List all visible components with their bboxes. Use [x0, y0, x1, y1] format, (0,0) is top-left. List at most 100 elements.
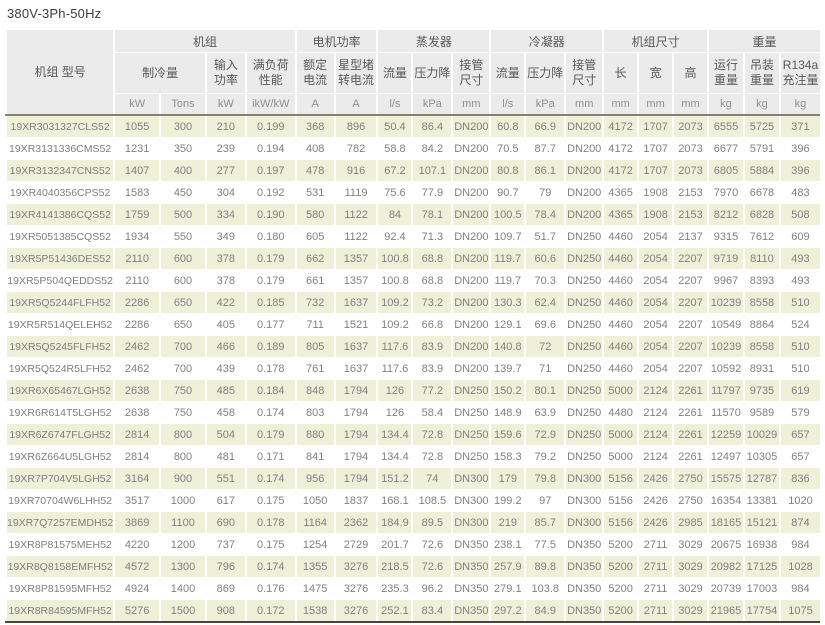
- value-cell: 10549: [707, 313, 744, 336]
- value-cell: DN250: [564, 225, 604, 248]
- value-cell: 2124: [637, 423, 674, 446]
- value-cell: 1837: [333, 489, 378, 512]
- column-header-operating-weight: 运行 重量: [707, 52, 744, 94]
- table-row: 19XR5P51436DES52 2110 600 378 0.179 662 1357 10…: [4, 247, 820, 270]
- column-header-cond-pipe-size: 接管 尺寸: [564, 52, 604, 94]
- value-cell: 485: [204, 379, 246, 402]
- value-cell: 408: [294, 137, 335, 160]
- value-cell: 2124: [637, 379, 674, 402]
- value-cell: 20739: [707, 577, 744, 600]
- value-cell: 1908: [637, 181, 674, 204]
- value-cell: 6678: [742, 181, 780, 204]
- value-cell: 2054: [637, 335, 674, 358]
- value-cell: 1794: [333, 445, 378, 468]
- model-cell: 19XR4141386CQS52: [4, 203, 115, 226]
- value-cell: 1355: [294, 555, 335, 578]
- value-cell: 3029: [672, 555, 708, 578]
- value-cell: 119.7: [489, 247, 526, 270]
- table-row: 19XR8Q8158EMFH52 4572 1300 796 0.174 1355 3276…: [4, 555, 820, 578]
- header-units-row: kW Tons kW ikW/kW A A l/s kPa mm l/s kPa…: [6, 93, 820, 116]
- value-cell: 6805: [707, 159, 744, 182]
- value-cell: 5200: [602, 599, 639, 623]
- value-cell: 531: [294, 181, 335, 204]
- value-cell: 66.9: [524, 115, 566, 138]
- value-cell: 18165: [707, 511, 744, 534]
- value-cell: 12259: [707, 423, 744, 446]
- value-cell: 908: [204, 599, 246, 623]
- value-cell: 129.1: [489, 313, 526, 336]
- header-sub-row: 制冷量 输入 功率 满负荷 性能 额定 电流 星型堵 转电流 流量 压力降 接管…: [6, 52, 820, 94]
- value-cell: DN250: [451, 379, 491, 402]
- table-row: 19XR5Q5244FLFH52 2286 650 422 0.185 732 1637 10…: [4, 291, 820, 314]
- table-row: 19XR5051385CQS52 1934 550 349 0.180 605 1122 92…: [4, 225, 820, 248]
- unit-label: mm: [672, 93, 708, 116]
- value-cell: 2711: [637, 533, 674, 556]
- value-cell: 90.7: [489, 181, 526, 204]
- value-cell: 2711: [637, 577, 674, 600]
- value-cell: 0.175: [244, 533, 296, 556]
- model-cell: 19XR8R84595MFH52: [4, 599, 115, 623]
- model-cell: 19XR6Z664U5LGH52: [4, 445, 115, 468]
- value-cell: 72.9: [524, 423, 566, 446]
- value-cell: DN250: [564, 269, 604, 292]
- unit-label: A: [333, 93, 378, 116]
- model-cell: 19XR6R614T5LGH52: [4, 401, 115, 424]
- value-cell: 2054: [637, 291, 674, 314]
- unit-label: kPa: [524, 93, 566, 116]
- value-cell: DN200: [451, 159, 491, 182]
- value-cell: 69.6: [524, 313, 566, 336]
- value-cell: 4172: [602, 159, 639, 182]
- value-cell: 0.189: [244, 335, 296, 358]
- value-cell: 848: [294, 379, 335, 402]
- value-cell: 450: [159, 181, 206, 204]
- value-cell: 803: [294, 401, 335, 424]
- value-cell: 4172: [602, 115, 639, 138]
- value-cell: 3029: [672, 533, 708, 556]
- value-cell: 0.190: [244, 203, 296, 226]
- value-cell: 1300: [159, 555, 206, 578]
- value-cell: 466: [204, 335, 246, 358]
- value-cell: 83.9: [411, 335, 453, 358]
- value-cell: 550: [159, 225, 206, 248]
- value-cell: 2711: [637, 599, 674, 623]
- value-cell: 732: [294, 291, 335, 314]
- value-cell: 79.2: [524, 445, 566, 468]
- value-cell: 1583: [113, 181, 161, 204]
- table-row: 19XR3031327CLS52 1055 300 210 0.199 368 896 50.…: [4, 115, 820, 138]
- value-cell: DN200: [451, 225, 491, 248]
- value-cell: 92.4: [376, 225, 413, 248]
- value-cell: 579: [778, 401, 820, 424]
- value-cell: 109.2: [376, 291, 413, 314]
- value-cell: 148.9: [489, 401, 526, 424]
- value-cell: 10239: [707, 291, 744, 314]
- model-cell: 19XR5P504QEDDS52: [4, 269, 115, 292]
- value-cell: 13381: [742, 489, 780, 512]
- value-cell: 378: [204, 269, 246, 292]
- value-cell: 2073: [672, 159, 708, 182]
- value-cell: 2207: [672, 335, 708, 358]
- value-cell: 2261: [672, 401, 708, 424]
- page-title: 380V-3Ph-50Hz: [7, 6, 102, 21]
- group-header-unit: 机组: [113, 30, 296, 53]
- group-header-weight: 重量: [707, 30, 820, 53]
- value-cell: 78.1: [411, 203, 453, 226]
- value-cell: 3029: [672, 577, 708, 600]
- value-cell: 4460: [602, 291, 639, 314]
- value-cell: 439: [204, 357, 246, 380]
- value-cell: 2638: [113, 401, 161, 424]
- group-header-motor-power: 电机功率: [294, 30, 378, 53]
- value-cell: 9589: [742, 401, 780, 424]
- value-cell: 16354: [707, 489, 744, 512]
- value-cell: 2207: [672, 247, 708, 270]
- value-cell: 50.4: [376, 115, 413, 138]
- value-cell: 150.2: [489, 379, 526, 402]
- value-cell: 836: [778, 467, 820, 490]
- value-cell: 80.1: [524, 379, 566, 402]
- value-cell: DN200: [564, 181, 604, 204]
- unit-label: kW: [204, 93, 246, 116]
- value-cell: 8931: [742, 357, 780, 380]
- value-cell: 0.179: [244, 269, 296, 292]
- value-cell: 6555: [707, 115, 744, 138]
- value-cell: 10029: [742, 423, 780, 446]
- value-cell: 1122: [333, 203, 378, 226]
